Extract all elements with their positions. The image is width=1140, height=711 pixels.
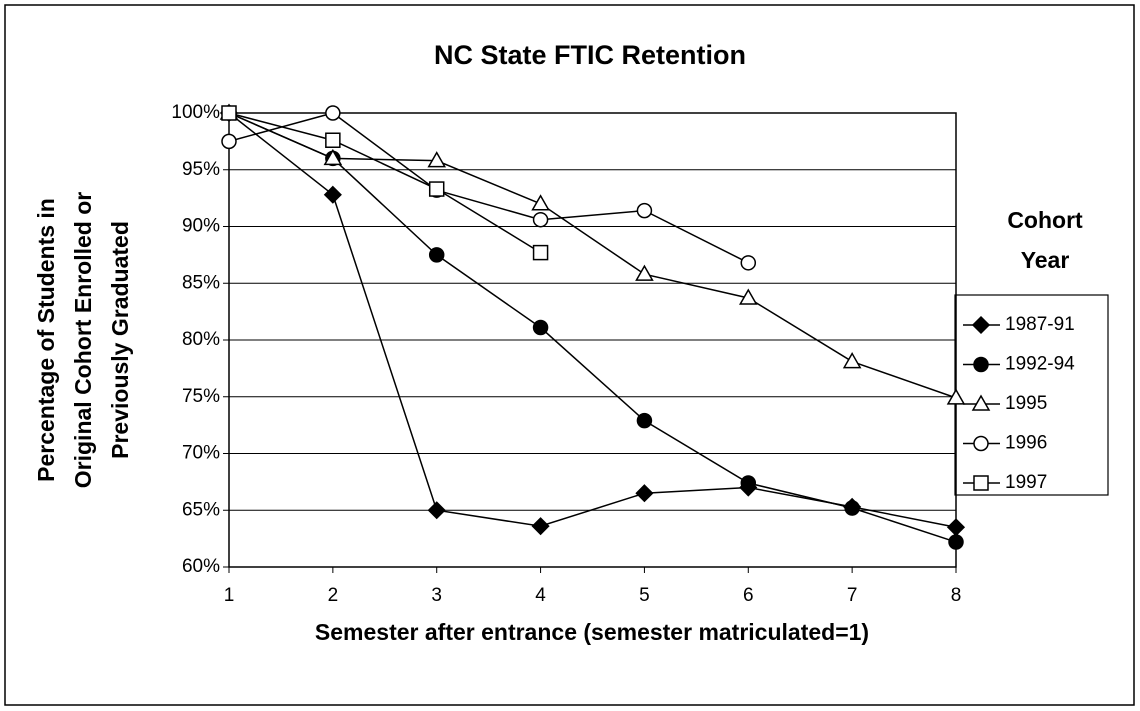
legend-marker (971, 394, 991, 411)
marker (427, 151, 447, 168)
series-line (228, 112, 957, 399)
marker (636, 412, 653, 429)
marker (531, 194, 550, 211)
legend-marker (973, 356, 989, 373)
marker (738, 288, 758, 305)
y-axis-title: Previously Graduated (107, 221, 133, 459)
x-tick-label: 4 (535, 585, 546, 606)
marker (842, 352, 862, 369)
y-tick-label: 85% (182, 272, 220, 293)
x-tick-label: 7 (847, 585, 858, 606)
x-tick-label: 1 (224, 585, 235, 606)
x-tick-label: 8 (951, 585, 962, 606)
y-tick-label: 95% (182, 159, 220, 180)
chart-title: NC State FTIC Retention (434, 40, 746, 70)
marker (221, 133, 237, 150)
x-tick-label: 3 (431, 585, 442, 606)
marker (844, 500, 860, 516)
y-tick-label: 90% (182, 216, 220, 237)
x-axis-title: Semester after entrance (semester matric… (315, 619, 869, 645)
legend-label: 1996 (1005, 433, 1047, 454)
marker (635, 484, 654, 503)
marker (532, 244, 549, 261)
marker (323, 185, 342, 204)
series-line (228, 112, 749, 264)
plot-area (228, 112, 957, 568)
marker (531, 517, 550, 536)
marker (635, 264, 654, 281)
marker (323, 148, 343, 166)
marker (532, 211, 549, 228)
y-tick-label: 75% (182, 386, 220, 407)
marker (532, 319, 549, 336)
y-tick-label: 70% (182, 443, 220, 464)
marker (428, 247, 445, 263)
legend-marker (973, 475, 989, 491)
legend-label: 1987-91 (1005, 314, 1075, 335)
marker (740, 255, 757, 271)
series-line (228, 112, 541, 254)
x-tick-label: 6 (743, 585, 754, 606)
marker (946, 518, 966, 537)
y-axis-title: Percentage of Students in (33, 198, 59, 482)
legend-title: Cohort Year (1007, 207, 1083, 273)
legend-label: 1995 (1005, 393, 1047, 414)
y-axis-title: Original Cohort Enrolled or (70, 192, 96, 489)
marker (221, 105, 237, 121)
marker (427, 501, 446, 520)
chart-frame (4, 4, 1135, 706)
x-tick-label: 5 (639, 585, 650, 606)
marker (740, 475, 757, 491)
y-tick-label: 60% (182, 556, 220, 577)
legend-label: 1992-94 (1005, 354, 1075, 375)
series-line (228, 112, 957, 543)
x-tick-label: 2 (328, 585, 339, 606)
y-tick-label: 100% (171, 102, 220, 123)
legend-marker (973, 435, 989, 452)
marker (325, 105, 341, 121)
marker (636, 202, 653, 219)
marker (325, 132, 341, 148)
legend-label: 1997 (1005, 472, 1047, 493)
series-line (228, 112, 957, 529)
legend-marker (971, 315, 991, 335)
marker (428, 181, 445, 197)
y-tick-label: 65% (182, 499, 220, 520)
y-tick-label: 80% (182, 329, 220, 350)
marker (946, 388, 966, 405)
marker (948, 534, 964, 550)
